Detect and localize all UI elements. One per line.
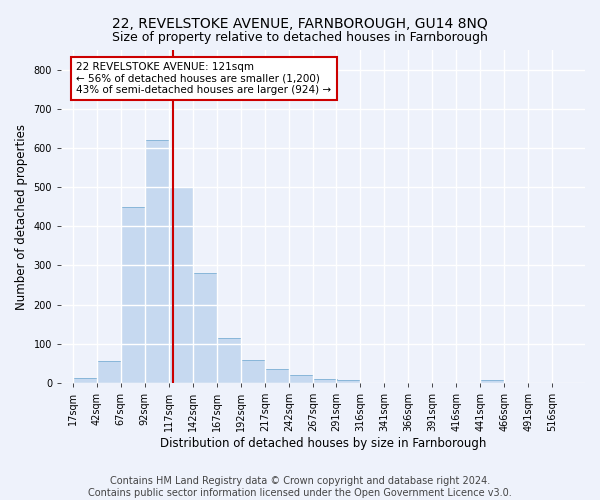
Bar bbox=[193, 274, 217, 383]
Bar bbox=[217, 338, 241, 383]
Bar bbox=[121, 206, 145, 383]
Bar bbox=[336, 380, 360, 383]
Bar bbox=[289, 375, 313, 383]
Y-axis label: Number of detached properties: Number of detached properties bbox=[15, 124, 28, 310]
Bar bbox=[145, 140, 169, 383]
Bar bbox=[73, 378, 97, 383]
Text: Size of property relative to detached houses in Farnborough: Size of property relative to detached ho… bbox=[112, 31, 488, 44]
Bar bbox=[97, 362, 121, 383]
Bar bbox=[313, 379, 337, 383]
Text: Contains HM Land Registry data © Crown copyright and database right 2024.
Contai: Contains HM Land Registry data © Crown c… bbox=[88, 476, 512, 498]
X-axis label: Distribution of detached houses by size in Farnborough: Distribution of detached houses by size … bbox=[160, 437, 486, 450]
Bar bbox=[480, 380, 504, 383]
Text: 22 REVELSTOKE AVENUE: 121sqm
← 56% of detached houses are smaller (1,200)
43% of: 22 REVELSTOKE AVENUE: 121sqm ← 56% of de… bbox=[76, 62, 332, 95]
Text: 22, REVELSTOKE AVENUE, FARNBOROUGH, GU14 8NQ: 22, REVELSTOKE AVENUE, FARNBOROUGH, GU14… bbox=[112, 18, 488, 32]
Bar bbox=[169, 187, 193, 383]
Bar bbox=[241, 360, 265, 383]
Bar bbox=[265, 370, 289, 383]
